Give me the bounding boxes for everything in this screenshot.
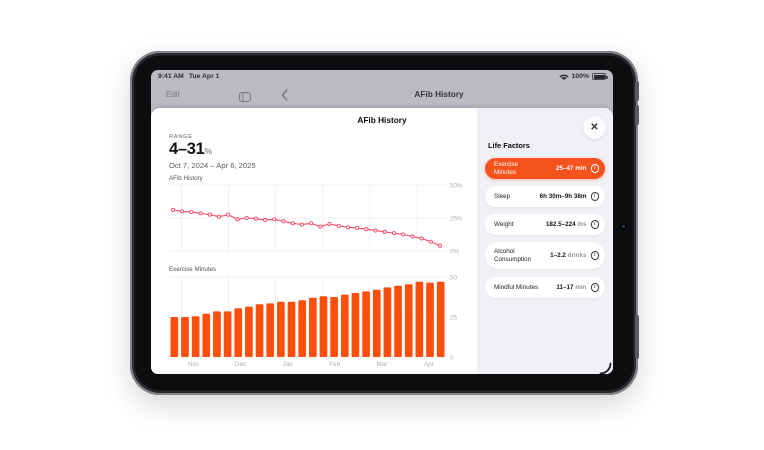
info-icon[interactable]: i: [590, 220, 599, 229]
life-factor-mindful-minutes[interactable]: Mindful Minutes 11–17 min i: [485, 277, 605, 298]
edit-button[interactable]: Edit: [166, 90, 180, 99]
life-factors-panel: ✕ Life Factors Exercise Minutes 25–47 mi…: [477, 108, 613, 374]
close-button[interactable]: ✕: [583, 116, 606, 139]
smart-connector: [635, 315, 639, 359]
life-factor-alcohol-consumption[interactable]: Alcohol Consumption 1–2.2 drinks i: [485, 242, 605, 269]
sheet-title: AFib History: [357, 115, 407, 125]
wifi-icon: [558, 74, 569, 80]
life-factors-heading: Life Factors: [488, 141, 530, 150]
navigation-bar: Edit AFib History: [151, 83, 613, 108]
range-eyebrow: RANGE: [169, 134, 193, 140]
svg-text:Jan: Jan: [283, 361, 294, 368]
life-factor-weight[interactable]: Weight 182.5–224 lbs i: [485, 214, 605, 235]
info-icon[interactable]: i: [590, 251, 599, 260]
range-unit: %: [204, 146, 213, 156]
status-time: 9:41 AM: [158, 73, 184, 80]
svg-text:50%: 50%: [450, 183, 463, 189]
screen: 9:41 AM Tue Apr 1 100% Edit: [151, 70, 613, 374]
range-period: Oct 7, 2024 – Apr 6, 2025: [169, 161, 256, 170]
exercise-bar-chart[interactable]: Nov Dec Jan Feb Mar Apr 50 25 0: [169, 275, 469, 371]
volume-up-button: [635, 81, 639, 101]
status-bar: 9:41 AM Tue Apr 1 100%: [151, 70, 613, 83]
afib-history-sheet: AFib History RANGE 4–31% Oct 7, 2024 – A…: [151, 108, 613, 374]
svg-text:0: 0: [450, 354, 454, 361]
svg-text:Apr: Apr: [424, 361, 434, 368]
svg-text:25%: 25%: [450, 215, 463, 222]
info-icon[interactable]: i: [590, 283, 599, 292]
svg-text:Dec: Dec: [235, 361, 246, 368]
sidebar-toggle-icon[interactable]: [239, 89, 251, 107]
svg-text:Mar: Mar: [376, 361, 387, 368]
back-chevron-icon[interactable]: [281, 88, 288, 106]
svg-text:Nov: Nov: [188, 361, 200, 368]
battery-icon: [592, 73, 608, 80]
nav-title: AFib History: [414, 89, 464, 99]
info-icon[interactable]: i: [590, 164, 599, 173]
life-factor-sleep[interactable]: Sleep 6h 30m–9h 38m i: [485, 186, 605, 207]
sheet-resize-handle[interactable]: [599, 362, 612, 374]
battery-percent: 100%: [571, 73, 589, 80]
svg-text:Feb: Feb: [329, 361, 340, 368]
volume-down-button: [635, 105, 639, 125]
status-date: Tue Apr 1: [188, 73, 220, 80]
afib-line-chart[interactable]: 50% 25% 0%: [169, 183, 469, 259]
ipad-device: 9:41 AM Tue Apr 1 100% Edit: [130, 51, 639, 395]
info-icon[interactable]: i: [590, 192, 599, 201]
line-chart-title: AFib History: [169, 175, 203, 182]
close-icon: ✕: [590, 122, 599, 133]
svg-text:0%: 0%: [450, 248, 459, 255]
svg-text:50: 50: [450, 275, 457, 281]
bar-chart-title: Exercise Minutes: [169, 266, 217, 273]
front-camera: [620, 223, 627, 230]
range-value: 4–31%: [169, 140, 213, 158]
life-factor-exercise-minutes[interactable]: Exercise Minutes 25–47 min i: [485, 158, 605, 179]
svg-text:25: 25: [450, 314, 457, 321]
